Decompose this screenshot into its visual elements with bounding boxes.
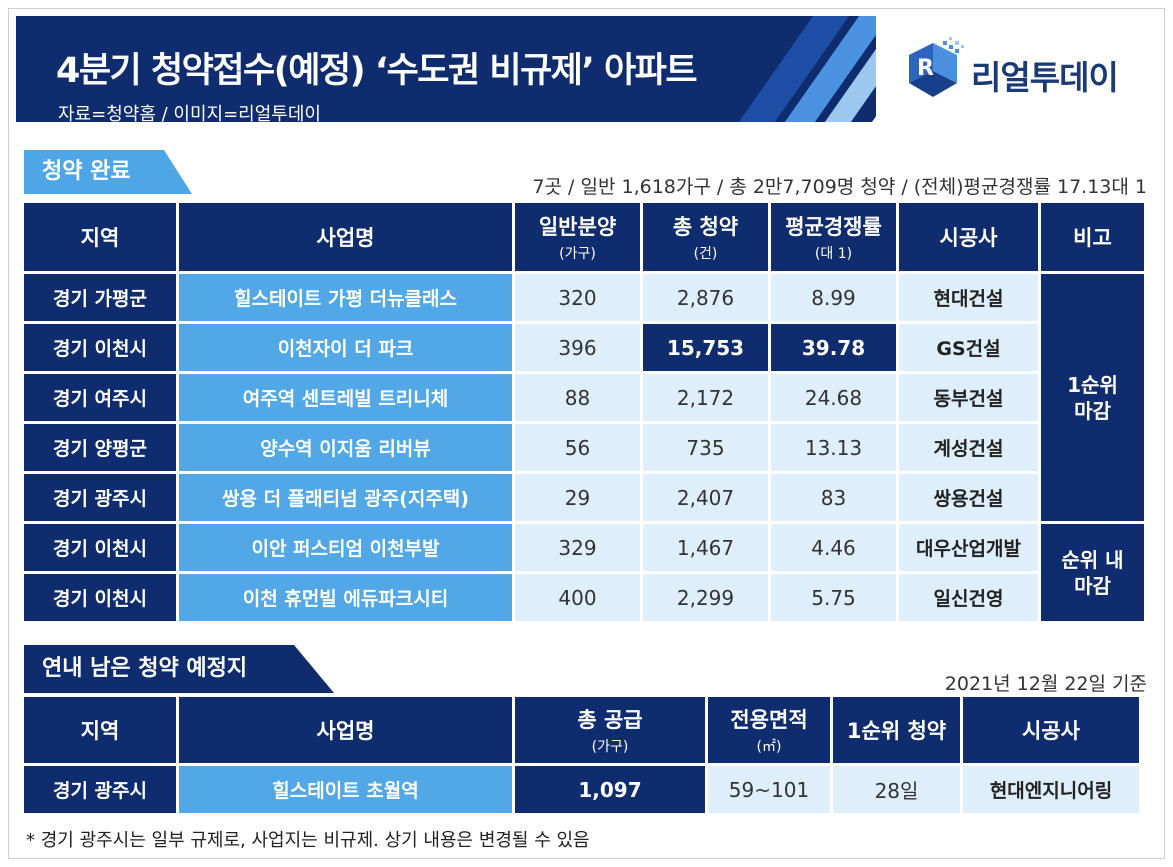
table-header-row: 지역 사업명 일반분양 (가구) 총 청약 (건) 평균경쟁률 (대 1) 시공사 비… <box>24 203 1144 271</box>
cell-builder: 현대엔지니어링 <box>963 766 1139 813</box>
completed-summary: 7곳 / 일반 1,618가구 / 총 2만7,709명 청약 / (전체)평균… <box>532 176 1147 198</box>
cell-ratio: 83 <box>771 474 896 521</box>
table-row: 경기 광주시 쌍용 더 플래티넘 광주(지주택) 29 2,407 83 쌍용건… <box>24 474 1144 521</box>
cell-builder: GS건설 <box>899 324 1038 371</box>
cell-project: 이천 휴먼빌 에듀파크시티 <box>179 574 512 621</box>
table-row: 경기 양평군 양수역 이지움 리버뷰 56 735 13.13 계성건설 <box>24 424 1144 471</box>
cell-applicants: 1,467 <box>643 524 768 571</box>
cell-ratio: 4.46 <box>771 524 896 571</box>
cell-first-date: 28일 <box>833 766 960 813</box>
cell-ratio-highlight: 39.78 <box>771 324 896 371</box>
cell-applicants: 2,876 <box>643 274 768 321</box>
upcoming-table: 지역 사업명 총 공급 (가구) 전용면적 (㎡) 1순위 청약 시공사 경기 광주… <box>21 694 1142 816</box>
table-row: 경기 이천시 이천 휴먼빌 에듀파크시티 400 2,299 5.75 일신건영 <box>24 574 1144 621</box>
col-header-builder: 시공사 <box>963 697 1139 763</box>
cell-supply: 400 <box>515 574 640 621</box>
col-header-area: 전용면적 (㎡) <box>708 697 830 763</box>
cell-ratio: 24.68 <box>771 374 896 421</box>
footnote: * 경기 광주시는 일부 규제로, 사업지는 비규제. 상기 내용은 변경될 수… <box>26 830 590 851</box>
table-row: 경기 여주시 여주역 센트레빌 트리니체 88 2,172 24.68 동부건설 <box>24 374 1144 421</box>
cell-builder: 대우산업개발 <box>899 524 1038 571</box>
cell-supply: 88 <box>515 374 640 421</box>
base-date: 2021년 12월 22일 기준 <box>944 673 1147 695</box>
remark-first-rank-closed: 1순위 마감 <box>1041 274 1144 521</box>
remark-within-rank-closed: 순위 내 마감 <box>1041 524 1144 621</box>
cell-builder: 현대건설 <box>899 274 1038 321</box>
cell-project: 쌍용 더 플래티넘 광주(지주택) <box>179 474 512 521</box>
logo-cube-icon: R <box>909 37 964 97</box>
cell-region: 경기 이천시 <box>24 574 176 621</box>
col-header-ratio: 평균경쟁률 (대 1) <box>771 203 896 271</box>
cell-region: 경기 광주시 <box>24 766 176 813</box>
cell-region: 경기 이천시 <box>24 524 176 571</box>
col-header-builder: 시공사 <box>899 203 1038 271</box>
table-row: 경기 광주시 힐스테이트 초월역 1,097 59~101 28일 현대엔지니어… <box>24 766 1139 813</box>
table-row: 경기 이천시 이천자이 더 파크 396 15,753 39.78 GS건설 <box>24 324 1144 371</box>
completed-table: 지역 사업명 일반분양 (가구) 총 청약 (건) 평균경쟁률 (대 1) 시공사 비… <box>21 200 1147 624</box>
cell-region: 경기 양평군 <box>24 424 176 471</box>
col-header-remark: 비고 <box>1041 203 1144 271</box>
page-title: 4분기 청약접수(예정) ‘수도권 비규제’ 아파트 <box>56 51 698 91</box>
table-row: 경기 가평군 힐스테이트 가평 더뉴클래스 320 2,876 8.99 현대건… <box>24 274 1144 521</box>
col-header-applicants: 총 청약 (건) <box>643 203 768 271</box>
cell-applicants: 735 <box>643 424 768 471</box>
brand-logo: R 리얼투데이 <box>903 37 1143 107</box>
cell-ratio: 5.75 <box>771 574 896 621</box>
cell-region: 경기 이천시 <box>24 324 176 371</box>
cell-project: 이천자이 더 파크 <box>179 324 512 371</box>
cell-supply: 56 <box>515 424 640 471</box>
cell-builder: 동부건설 <box>899 374 1038 421</box>
cell-project: 양수역 이지움 리버뷰 <box>179 424 512 471</box>
col-header-first-date: 1순위 청약 <box>833 697 960 763</box>
col-header-project: 사업명 <box>179 203 512 271</box>
svg-text:R: R <box>917 56 934 81</box>
cell-region: 경기 여주시 <box>24 374 176 421</box>
cell-supply: 320 <box>515 274 640 321</box>
cell-builder: 일신건영 <box>899 574 1038 621</box>
col-header-region: 지역 <box>24 203 176 271</box>
logo-text: 리얼투데이 <box>971 58 1119 97</box>
cell-supply: 29 <box>515 474 640 521</box>
cell-project: 이안 퍼스티엄 이천부발 <box>179 524 512 571</box>
col-header-project: 사업명 <box>179 697 512 763</box>
cell-project: 힐스테이트 가평 더뉴클래스 <box>179 274 512 321</box>
cell-applicants: 2,299 <box>643 574 768 621</box>
cell-builder: 계성건설 <box>899 424 1038 471</box>
table-row: 경기 이천시 이안 퍼스티엄 이천부발 329 1,467 4.46 대우산업개… <box>24 524 1144 621</box>
cell-supply: 396 <box>515 324 640 371</box>
header-banner: 4분기 청약접수(예정) ‘수도권 비규제’ 아파트 자료=청약홈 / 이미지=… <box>16 16 876 122</box>
col-header-supply: 총 공급 (가구) <box>515 697 705 763</box>
cell-project: 힐스테이트 초월역 <box>179 766 512 813</box>
section-tab-upcoming: 연내 남은 청약 예정지 <box>24 645 334 693</box>
table-header-row: 지역 사업명 총 공급 (가구) 전용면적 (㎡) 1순위 청약 시공사 <box>24 697 1139 763</box>
cell-project: 여주역 센트레빌 트리니체 <box>179 374 512 421</box>
cell-ratio: 13.13 <box>771 424 896 471</box>
cell-applicants-highlight: 15,753 <box>643 324 768 371</box>
col-header-region: 지역 <box>24 697 176 763</box>
cell-applicants: 2,172 <box>643 374 768 421</box>
cell-applicants: 2,407 <box>643 474 768 521</box>
cell-supply-highlight: 1,097 <box>515 766 705 813</box>
cell-area: 59~101 <box>708 766 830 813</box>
cell-supply: 329 <box>515 524 640 571</box>
source-credit: 자료=청약홈 / 이미지=리얼투데이 <box>58 104 321 122</box>
cell-region: 경기 가평군 <box>24 274 176 321</box>
section-tab-completed: 청약 완료 <box>24 150 192 194</box>
cell-region: 경기 광주시 <box>24 474 176 521</box>
cell-builder: 쌍용건설 <box>899 474 1038 521</box>
col-header-supply: 일반분양 (가구) <box>515 203 640 271</box>
cell-ratio: 8.99 <box>771 274 896 321</box>
